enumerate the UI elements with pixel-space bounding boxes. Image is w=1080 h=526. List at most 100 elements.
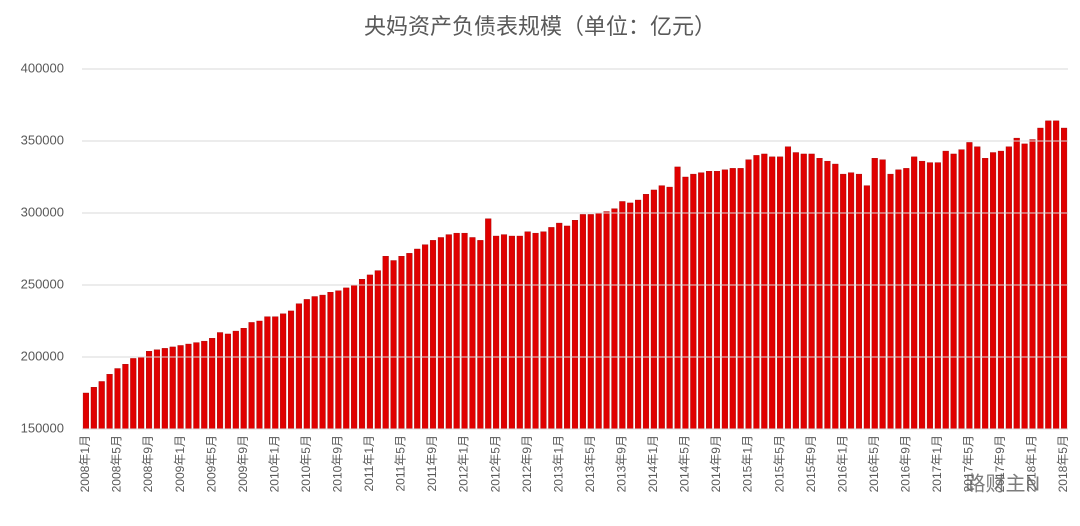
bar xyxy=(642,194,650,430)
y-tick-label: 400000 xyxy=(21,60,64,75)
y-tick-label: 250000 xyxy=(21,276,64,291)
bar xyxy=(879,159,886,430)
bar xyxy=(90,387,97,430)
x-tick-label: 2010年5月 xyxy=(299,435,313,492)
bar xyxy=(863,185,870,430)
bar xyxy=(311,296,318,430)
x-tick-label: 2008年1月 xyxy=(78,435,92,492)
y-tick-label: 350000 xyxy=(21,132,64,147)
x-tick-label: 2015年1月 xyxy=(741,435,755,492)
bar xyxy=(224,333,231,430)
x-tick-label: 2009年1月 xyxy=(173,435,187,492)
bar xyxy=(287,310,295,430)
bar xyxy=(871,158,878,430)
bar xyxy=(800,153,807,430)
bar xyxy=(358,279,366,430)
bar xyxy=(524,231,531,430)
x-tick-label: 2018年1月 xyxy=(1025,435,1039,492)
bar xyxy=(690,173,697,430)
x-tick-label: 2017年9月 xyxy=(993,435,1007,492)
bar xyxy=(1045,120,1052,430)
x-tick-label: 2013年1月 xyxy=(551,435,565,492)
x-tick-label: 2017年1月 xyxy=(930,435,944,492)
bar xyxy=(855,173,863,430)
bar xyxy=(792,152,799,430)
bar xyxy=(556,222,563,430)
bar xyxy=(635,199,642,430)
y-tick-label: 300000 xyxy=(21,204,64,219)
bar xyxy=(997,150,1004,430)
bar xyxy=(382,256,389,430)
x-tick-label: 2015年5月 xyxy=(772,435,786,492)
bar xyxy=(272,316,279,430)
y-tick-label: 150000 xyxy=(21,420,64,435)
bar xyxy=(406,253,413,430)
x-tick-label: 2014年1月 xyxy=(646,435,660,492)
bar xyxy=(461,232,468,430)
x-tick-label: 2016年5月 xyxy=(867,435,881,492)
bar xyxy=(232,330,239,430)
bar xyxy=(398,256,405,430)
bar xyxy=(595,212,602,430)
x-tick-label: 2012年5月 xyxy=(488,435,502,492)
bar xyxy=(374,270,381,430)
bar xyxy=(217,332,224,430)
bar xyxy=(729,168,736,430)
bar xyxy=(516,235,523,430)
bar xyxy=(469,237,476,430)
bar xyxy=(248,322,255,430)
bar xyxy=(658,185,665,430)
x-tick-label: 2016年1月 xyxy=(835,435,849,492)
x-tick-label: 2013年5月 xyxy=(583,435,597,492)
bar xyxy=(713,171,721,430)
bar xyxy=(745,159,752,430)
bar xyxy=(627,202,634,430)
bar xyxy=(777,156,784,430)
bar xyxy=(895,169,902,430)
x-tick-label: 2018年5月 xyxy=(1056,435,1070,492)
x-tick-label: 2014年5月 xyxy=(678,435,692,492)
bar xyxy=(682,176,689,430)
x-tick-label: 2014年9月 xyxy=(709,435,723,492)
bar xyxy=(138,356,145,430)
bar xyxy=(990,152,997,430)
x-tick-label: 2012年1月 xyxy=(457,435,471,492)
bar xyxy=(587,214,594,430)
chart-title: 央妈资产负债表规模（单位：亿元） xyxy=(364,14,716,39)
x-tick-label: 2010年1月 xyxy=(267,435,281,492)
y-tick-label: 200000 xyxy=(21,348,64,363)
x-tick-label: 2011年5月 xyxy=(394,435,408,491)
bar xyxy=(548,227,555,430)
bar xyxy=(942,150,949,430)
x-tick-label: 2017年5月 xyxy=(962,435,976,492)
bar xyxy=(366,274,373,430)
bar xyxy=(824,160,831,430)
bar xyxy=(769,156,776,430)
bar xyxy=(240,328,247,430)
bar xyxy=(666,186,673,430)
x-tick-label: 2016年9月 xyxy=(898,435,912,492)
x-tick-label: 2013年9月 xyxy=(614,435,628,492)
bar xyxy=(808,153,815,430)
bar xyxy=(477,240,484,430)
bar xyxy=(429,240,437,430)
x-tick-label: 2012年9月 xyxy=(520,435,534,492)
bar xyxy=(153,349,160,430)
bar xyxy=(848,172,855,430)
bar xyxy=(926,162,933,430)
bar xyxy=(840,173,847,430)
bar xyxy=(1005,146,1012,430)
x-tick-label: 2009年9月 xyxy=(236,435,250,492)
bar xyxy=(887,173,894,430)
bar xyxy=(966,142,973,430)
bar xyxy=(784,146,792,430)
bar xyxy=(974,146,981,430)
bar xyxy=(201,340,208,430)
bar xyxy=(919,160,926,430)
bar xyxy=(193,342,200,430)
x-tick-label: 2008年9月 xyxy=(141,435,155,492)
bar xyxy=(753,155,760,430)
bar xyxy=(343,287,350,430)
bar xyxy=(335,290,342,430)
x-tick-label: 2010年9月 xyxy=(331,435,345,492)
